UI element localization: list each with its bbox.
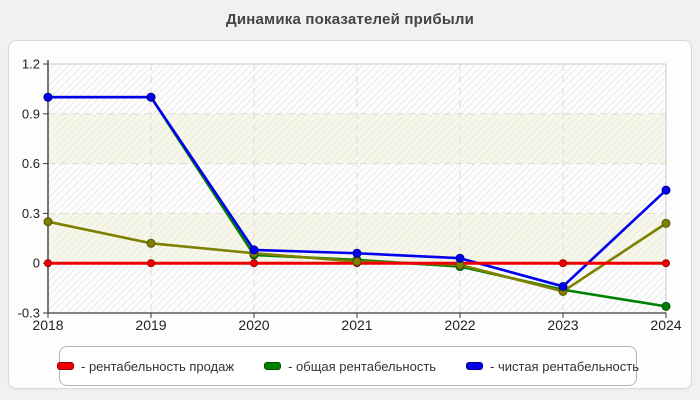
data-point-marker [147, 259, 155, 268]
data-point-marker [559, 259, 567, 268]
legend-swatch-blue [466, 362, 484, 370]
data-point-marker [44, 259, 52, 268]
data-point-marker [661, 301, 671, 311]
x-tick-label: 2021 [341, 317, 372, 333]
chart-panel: 1.2 0.9 0.6 0.3 0 -0.3 2018 2019 2020 2021 2022 202… [8, 40, 692, 389]
y-tick-label: 0 [33, 256, 40, 271]
legend-swatch-red [57, 362, 75, 370]
x-tick-label: 2024 [650, 317, 681, 333]
data-point-marker [662, 259, 670, 268]
legend-label: - общая рентабельность [288, 358, 437, 374]
legend-item-total-profitability: - общая рентабельность [264, 359, 436, 374]
data-point-marker [250, 259, 258, 268]
data-point-marker [455, 253, 465, 263]
y-tick-label: 0.6 [22, 156, 40, 171]
page-title: Динамика показателей прибыли [225, 11, 475, 28]
data-point-marker [146, 92, 156, 102]
data-point-marker [661, 218, 671, 228]
x-tick-label: 2018 [32, 317, 63, 333]
x-tick-label: 2023 [547, 317, 578, 333]
x-tick-label: 2019 [135, 317, 166, 333]
legend: - рентабельность продаж - общая рентабел… [57, 346, 639, 386]
data-point-marker [146, 238, 156, 248]
legend-label: - чистая рентабельность [490, 358, 639, 374]
legend-item-net-profitability: - чистая рентабельность [466, 359, 639, 374]
x-tick-label: 2022 [444, 317, 475, 333]
data-point-marker [352, 257, 362, 267]
y-tick-label: 0.9 [22, 106, 40, 121]
data-point-marker [352, 248, 362, 258]
data-point-marker [43, 217, 53, 227]
y-tick-label: -0.3 [18, 306, 40, 321]
x-tick-label: 2020 [238, 317, 269, 333]
legend-swatch-green [264, 362, 282, 370]
y-tick-label: 0.3 [22, 206, 40, 221]
data-point-marker [661, 185, 671, 195]
legend-item-sales-profitability: - рентабельность продаж [57, 359, 234, 374]
y-tick-label: 1.2 [22, 57, 40, 72]
data-point-marker [43, 92, 53, 102]
legend-label: - рентабельность продаж [81, 358, 235, 374]
data-point-marker [558, 281, 568, 291]
data-point-marker [249, 245, 259, 255]
